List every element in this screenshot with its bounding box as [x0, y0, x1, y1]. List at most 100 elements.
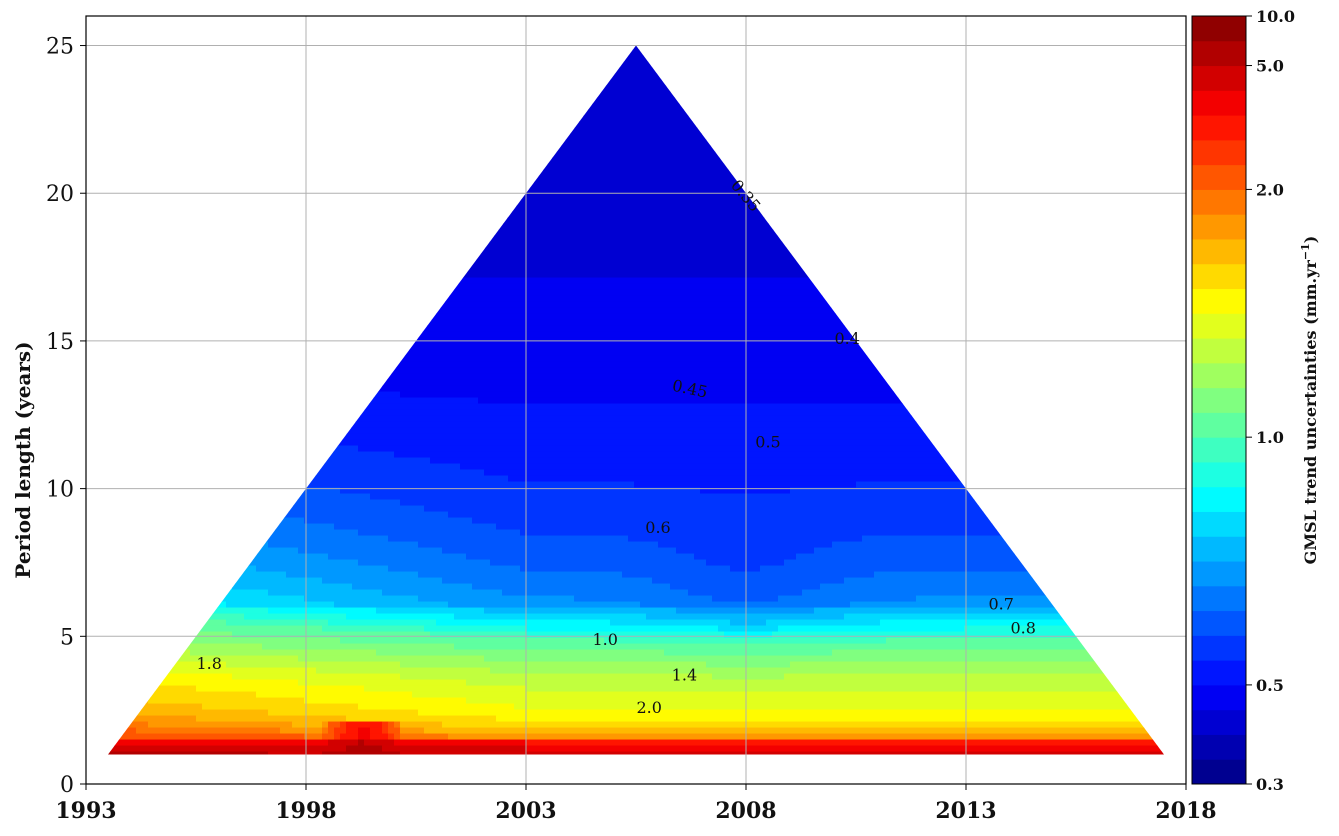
- contour-label: 0.6: [645, 518, 670, 537]
- heatmap-cell: [334, 727, 347, 735]
- colorbar-band: [1192, 660, 1246, 686]
- heatmap-cell: [370, 733, 389, 741]
- heatmap-cell: [358, 727, 371, 735]
- heatmap-cell: [108, 343, 1164, 351]
- x-axis-ticks: 1993 1998 2003 2008 2013 2018: [55, 784, 1217, 824]
- heatmap-cell: [268, 433, 1164, 441]
- heatmap-cell: [850, 601, 1164, 609]
- colorbar-band: [1192, 189, 1246, 215]
- heatmap-cell: [108, 397, 479, 405]
- heatmap-cell: [844, 613, 1164, 621]
- heatmap-cell: [640, 601, 851, 609]
- heatmap-cell: [448, 733, 1164, 741]
- colorbar-band: [1192, 313, 1246, 339]
- heatmap-cell: [108, 475, 269, 483]
- x-tick-label: 2013: [935, 798, 996, 824]
- heatmap-cell: [304, 595, 419, 603]
- heatmap-cell: [108, 349, 1164, 357]
- heatmap-cell: [832, 541, 1164, 549]
- heatmap-cell: [108, 409, 1164, 417]
- heatmap-cell: [304, 697, 467, 705]
- heatmap-cell: [108, 553, 191, 561]
- heatmap-cell: [148, 589, 269, 597]
- colorbar-band: [1192, 214, 1246, 240]
- heatmap-cell: [108, 331, 1164, 339]
- heatmap-cell: [484, 655, 1164, 663]
- heatmap-cell: [412, 691, 1164, 699]
- heatmap-cell: [574, 595, 713, 603]
- heatmap-cell: [148, 721, 293, 729]
- heatmap-cell: [622, 571, 875, 579]
- heatmap-cell: [108, 355, 1164, 363]
- heatmap-cell: [784, 673, 1164, 681]
- heatmap-cell: [268, 541, 419, 549]
- heatmap-cell: [108, 499, 203, 507]
- heatmap-cell: [364, 685, 527, 693]
- contour-label: 0.7: [988, 595, 1013, 614]
- heatmap-cell: [108, 535, 233, 543]
- heatmap-cell: [430, 631, 527, 639]
- heatmap-cell: [424, 505, 1164, 513]
- heatmap-cell: [108, 733, 305, 741]
- heatmap-cell: [316, 439, 1164, 447]
- heatmap-cell: [322, 727, 329, 735]
- heatmap-cell: [358, 703, 515, 711]
- colorbar-tick-label: 5.0: [1256, 57, 1284, 76]
- heatmap-cell: [298, 679, 467, 687]
- heatmap-cell: [202, 529, 359, 537]
- heatmap-cell: [124, 565, 257, 573]
- heatmap-cell: [268, 751, 323, 755]
- heatmap-cell: [108, 373, 1164, 381]
- heatmap-cell: [628, 535, 863, 543]
- heatmap-cell: [262, 643, 455, 651]
- heatmap-cell: [442, 577, 653, 585]
- heatmap-cell: [430, 457, 1164, 465]
- heatmap-cell: [454, 613, 647, 621]
- heatmap-cell: [108, 151, 1164, 159]
- heatmap-cell: [136, 727, 281, 735]
- heatmap-cell: [232, 469, 485, 477]
- heatmap-cell: [358, 529, 521, 537]
- heatmap-cell: [108, 637, 149, 645]
- colorbar-band: [1192, 709, 1246, 735]
- heatmap-cell: [388, 535, 629, 543]
- heatmap-cell: [874, 571, 1164, 579]
- heatmap-cell: [394, 451, 1164, 459]
- heatmap-cell: [328, 619, 437, 627]
- colorbar-band: [1192, 412, 1246, 438]
- heatmap-cell: [108, 643, 263, 651]
- heatmap-cell: [676, 547, 815, 555]
- heatmap-cell: [190, 463, 461, 471]
- heatmap-cell: [292, 721, 323, 729]
- heatmap-cell: [108, 181, 1164, 189]
- heatmap-cell: [136, 679, 299, 687]
- heatmap-cell: [334, 523, 497, 531]
- heatmap-cell: [376, 607, 485, 615]
- heatmap-cell: [108, 625, 125, 633]
- heatmap-cell: [108, 235, 1164, 243]
- heatmap-cell: [712, 673, 785, 681]
- heatmap-cell: [190, 649, 377, 657]
- heatmap-cell: [232, 535, 389, 543]
- heatmap-cell: [334, 733, 341, 741]
- heatmap-cell: [346, 721, 383, 729]
- colorbar-band: [1192, 288, 1246, 314]
- heatmap-cell: [394, 733, 401, 741]
- heatmap-cell: [280, 727, 323, 735]
- heatmap-cell: [232, 583, 353, 591]
- heatmap-cell: [226, 601, 335, 609]
- colorbar-band: [1192, 536, 1246, 562]
- heatmap-cell: [108, 607, 161, 615]
- heatmap-cell: [322, 733, 335, 741]
- heatmap-cell: [108, 721, 149, 729]
- heatmap-cell: [108, 97, 1164, 105]
- heatmap-cell: [108, 727, 137, 735]
- heatmap-cell: [400, 721, 443, 729]
- heatmap-cell: [340, 487, 701, 495]
- heatmap-cell: [160, 571, 287, 579]
- heatmap-cell: [118, 541, 269, 549]
- heatmap-cell: [388, 565, 521, 573]
- heatmap-cell: [328, 553, 467, 561]
- heatmap-cell: [400, 673, 713, 681]
- colorbar-band: [1192, 684, 1246, 711]
